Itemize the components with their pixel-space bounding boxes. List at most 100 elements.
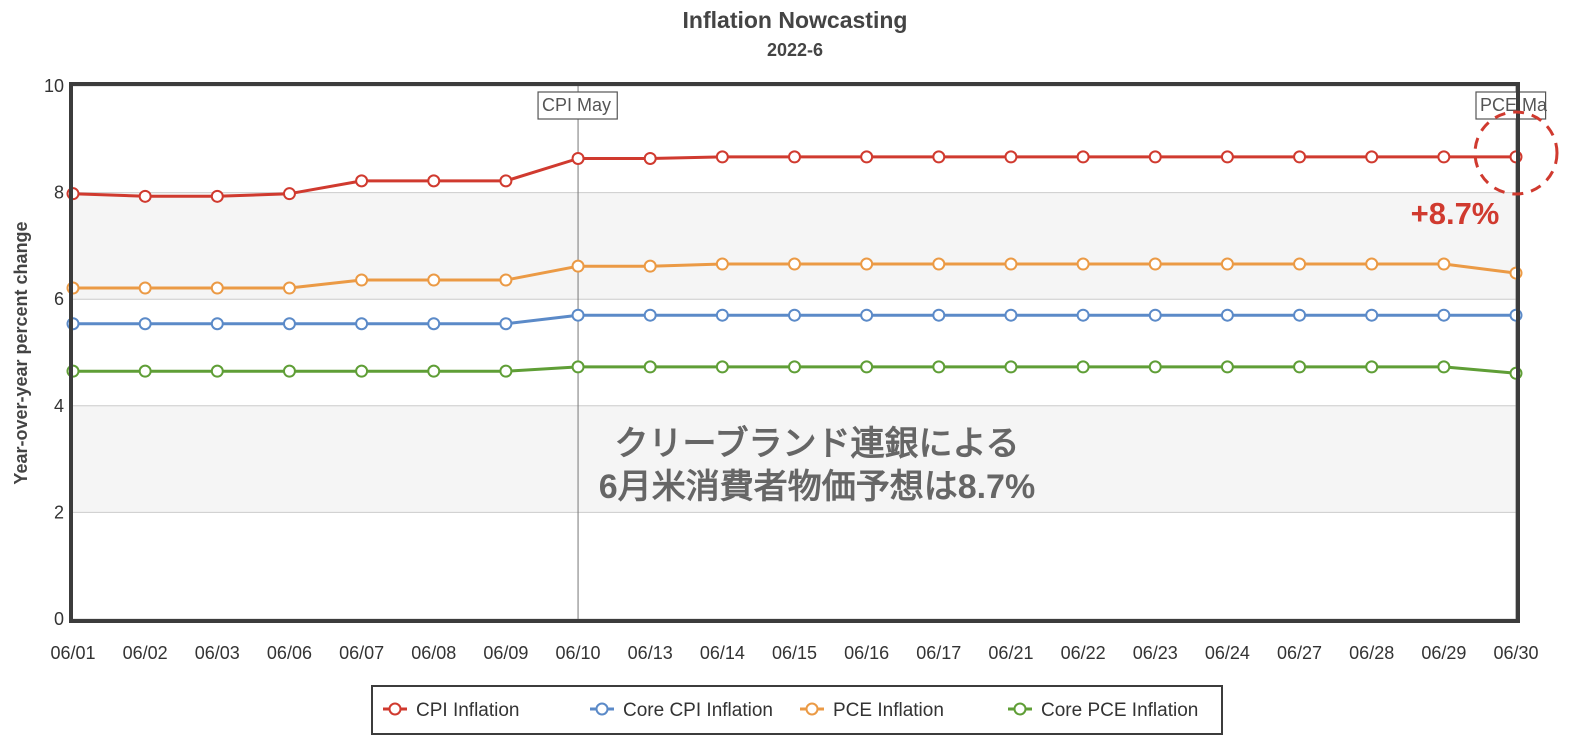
data-point: [1365, 360, 1379, 374]
data-point: [1437, 150, 1451, 164]
y-tick-label: 0: [54, 609, 64, 629]
x-tick-label: 06/21: [988, 643, 1033, 663]
data-point: [427, 317, 441, 331]
chart-title: Inflation Nowcasting: [683, 7, 908, 33]
data-point: [1437, 360, 1451, 374]
x-tick-label: 06/06: [267, 643, 312, 663]
data-point: [932, 308, 946, 322]
data-point: [427, 273, 441, 287]
x-tick-label: 06/13: [628, 643, 673, 663]
data-point: [1437, 308, 1451, 322]
data-point: [860, 308, 874, 322]
data-point: [643, 151, 657, 165]
data-point: [1365, 308, 1379, 322]
data-point: [1220, 150, 1234, 164]
x-tick-label: 06/10: [556, 643, 601, 663]
x-tick-label: 06/02: [123, 643, 168, 663]
legend-label-2: PCE Inflation: [833, 700, 944, 721]
data-point: [715, 308, 729, 322]
data-point: [499, 273, 513, 287]
data-point: [210, 364, 224, 378]
data-point: [1220, 257, 1234, 271]
x-tick-label: 06/16: [844, 643, 889, 663]
plot-frame: [69, 82, 1520, 623]
data-point: [932, 257, 946, 271]
legend-label-1: Core CPI Inflation: [623, 700, 773, 721]
data-point: [1004, 360, 1018, 374]
data-point: [932, 150, 946, 164]
data-point: [860, 150, 874, 164]
plot-band-0: [73, 405, 1516, 513]
x-tick-label: 06/01: [50, 643, 95, 663]
x-tick-label: 06/30: [1493, 643, 1538, 663]
legend-swatch-marker-0: [388, 702, 402, 716]
data-point: [1076, 150, 1090, 164]
data-point: [1365, 150, 1379, 164]
data-point: [788, 360, 801, 374]
y-axis-label: Year-over-year percent change: [11, 221, 31, 484]
x-tick-label: 06/03: [195, 643, 240, 663]
data-point: [1076, 360, 1090, 374]
data-point: [715, 257, 729, 271]
data-point: [643, 308, 657, 322]
data-point: [1437, 257, 1451, 271]
data-point: [1293, 360, 1307, 374]
data-point: [499, 364, 513, 378]
x-tick-label: 06/29: [1421, 643, 1466, 663]
highlight-circle: [1473, 110, 1559, 196]
data-point: [1220, 308, 1234, 322]
data-point: [355, 364, 369, 378]
annotation-line-1: クリーブランド連銀による: [615, 424, 1020, 463]
data-point: [355, 174, 369, 188]
legend-box: [371, 685, 1223, 735]
legend-swatch-marker-3: [1013, 702, 1027, 716]
data-point: [788, 257, 801, 271]
data-point: [499, 174, 513, 188]
legend-swatch-marker-2: [805, 702, 819, 716]
x-tick-label: 06/17: [916, 643, 961, 663]
data-point: [499, 317, 513, 331]
x-tick-label: 06/07: [339, 643, 384, 663]
x-tick-label: 06/24: [1205, 643, 1250, 663]
data-point: [715, 360, 729, 374]
x-tick-label: 06/08: [411, 643, 456, 663]
data-point: [715, 150, 729, 164]
legend-swatch-marker-1: [595, 702, 609, 716]
plot-line-label-box-0: [537, 91, 618, 120]
data-point: [788, 150, 801, 164]
data-point: [1076, 308, 1090, 322]
data-point: [788, 308, 801, 322]
data-point: [643, 360, 657, 374]
data-point: [1293, 150, 1307, 164]
data-point: [1004, 257, 1018, 271]
y-tick-label: 2: [54, 502, 64, 522]
chart-subtitle: 2022-6: [767, 40, 823, 60]
data-point: [1148, 257, 1162, 271]
data-point: [643, 259, 657, 273]
y-tick-label: 6: [54, 289, 64, 309]
callout-label: +8.7%: [1411, 196, 1500, 231]
data-point: [210, 281, 224, 295]
x-tick-label: 06/27: [1277, 643, 1322, 663]
data-point: [282, 281, 296, 295]
x-tick-label: 06/28: [1349, 643, 1394, 663]
data-point: [571, 151, 585, 165]
data-point: [282, 317, 296, 331]
data-point: [138, 281, 152, 295]
data-point: [355, 273, 369, 287]
x-tick-label: 06/15: [772, 643, 817, 663]
data-point: [138, 364, 152, 378]
data-point: [571, 308, 585, 322]
data-point: [1365, 257, 1379, 271]
data-point: [1004, 308, 1018, 322]
data-point: [1076, 257, 1090, 271]
data-point: [138, 189, 152, 203]
data-point: [571, 360, 585, 374]
y-tick-label: 10: [44, 76, 64, 96]
data-point: [282, 364, 296, 378]
data-point: [210, 317, 224, 331]
data-point: [860, 360, 874, 374]
data-point: [282, 187, 296, 201]
y-tick-label: 8: [54, 183, 64, 203]
